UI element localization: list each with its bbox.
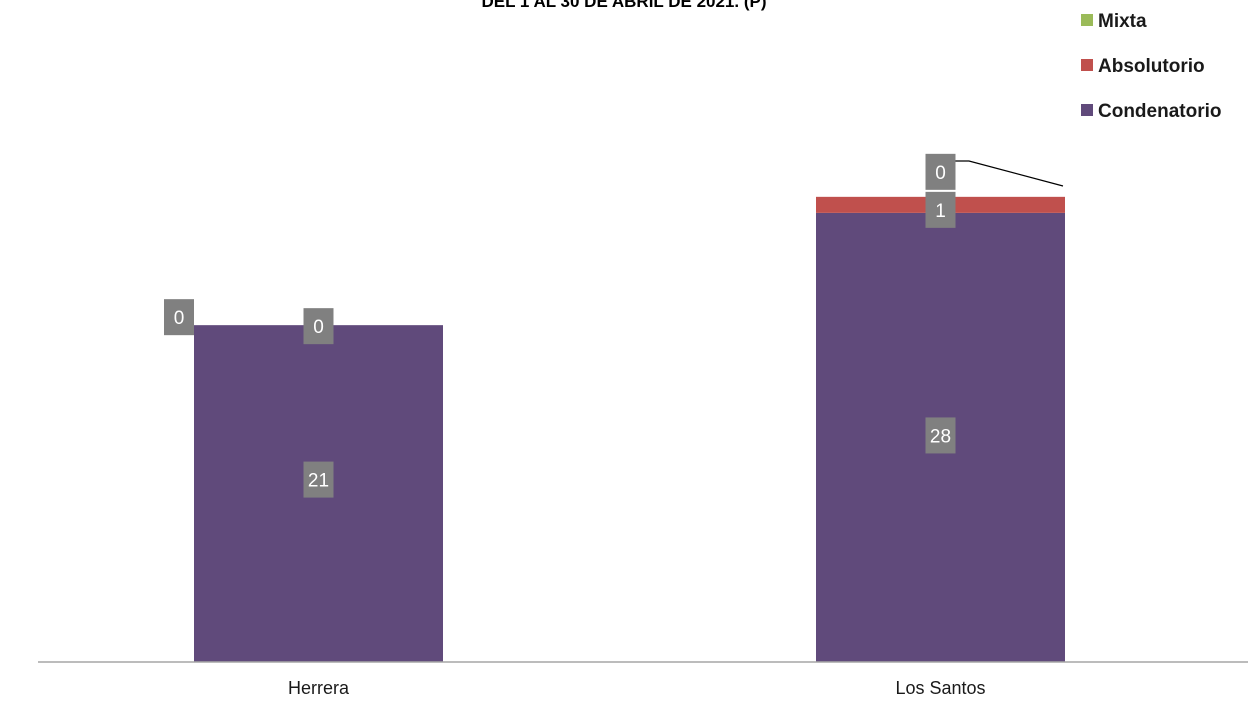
- x-tick-labels: Herrera Los Santos: [288, 678, 986, 698]
- data-labels: 21 0 0 28 1 0: [164, 153, 1064, 498]
- data-label-condenatorio-herrera-bg: [303, 461, 334, 498]
- legend-label-mixta: Mixta: [1098, 11, 1147, 32]
- data-label-mixta-herrera-bg: [164, 299, 194, 336]
- legend: Mixta Absolutorio Condenatorio: [1081, 11, 1222, 122]
- data-label-mixta-herrera: 0: [174, 308, 185, 329]
- legend-swatch-absolutorio: [1081, 59, 1093, 71]
- data-label-condenatorio-herrera: 21: [308, 471, 329, 492]
- leader-line-mixta-los-santos: [955, 160, 1064, 187]
- data-label-mixta-los-santos: 0: [935, 163, 946, 184]
- data-label-condenatorio-los-santos: 28: [930, 426, 951, 447]
- data-label-absolutorio-los-santos: 1: [935, 201, 946, 222]
- x-tick-label-los-santos: Los Santos: [895, 678, 985, 698]
- data-label-mixta-los-santos-bg: [925, 153, 956, 190]
- data-label-absolutorio-los-santos-bg: [925, 191, 956, 228]
- chart-title: DEL 1 AL 30 DE ABRIL DE 2021. (P): [482, 0, 767, 11]
- legend-label-condenatorio: Condenatorio: [1098, 101, 1222, 122]
- data-label-condenatorio-los-santos-bg: [925, 417, 956, 454]
- data-label-absolutorio-herrera-bg: [303, 308, 334, 345]
- legend-swatch-condenatorio: [1081, 104, 1093, 116]
- legend-swatch-mixta: [1081, 14, 1093, 26]
- x-tick-label-herrera: Herrera: [288, 678, 350, 698]
- legend-label-absolutorio: Absolutorio: [1098, 56, 1205, 77]
- data-label-absolutorio-herrera: 0: [313, 317, 324, 338]
